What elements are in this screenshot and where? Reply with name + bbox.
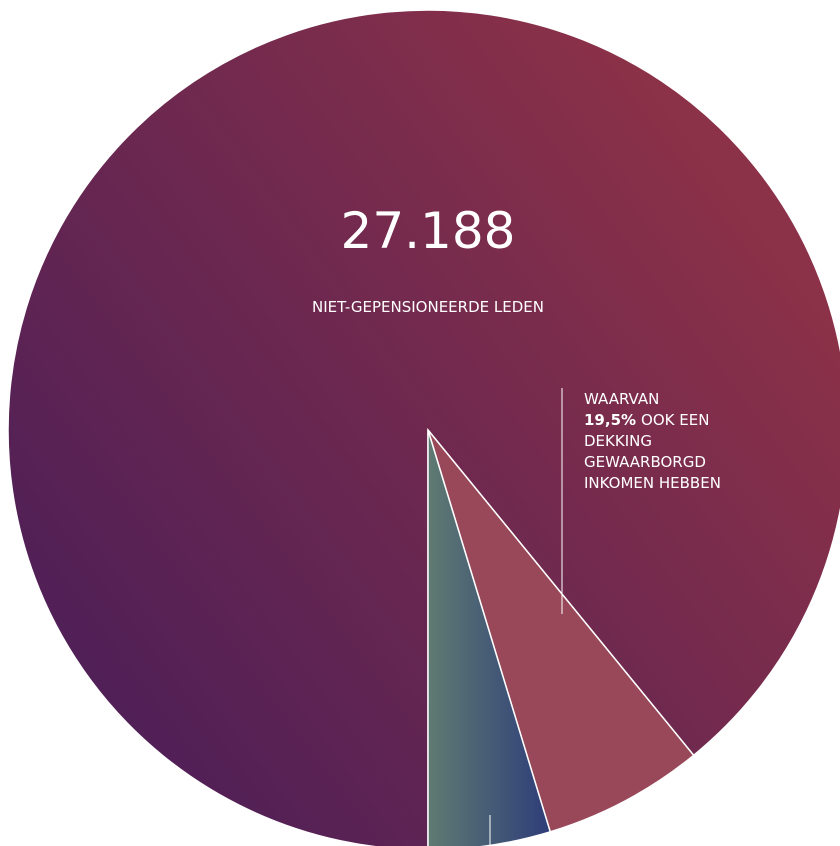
pie-slice <box>7 9 840 846</box>
callout-text: DEKKING <box>584 432 652 450</box>
callout-bold: 19,5% <box>584 411 636 429</box>
callout-text: WAARVAN <box>584 390 659 408</box>
big-number: 27.188 <box>341 202 516 260</box>
category-label: NIET-GEPENSIONEERDE LEDEN <box>312 298 544 316</box>
pie-slice <box>427 429 695 833</box>
callout-text: 19,5% OOK EEN <box>584 411 709 429</box>
pie <box>7 9 840 846</box>
callout-text: INKOMEN HEBBEN <box>584 474 721 492</box>
callout-text: OOK EEN <box>641 411 709 429</box>
callout-text: GEWAARBORGD <box>584 453 706 471</box>
